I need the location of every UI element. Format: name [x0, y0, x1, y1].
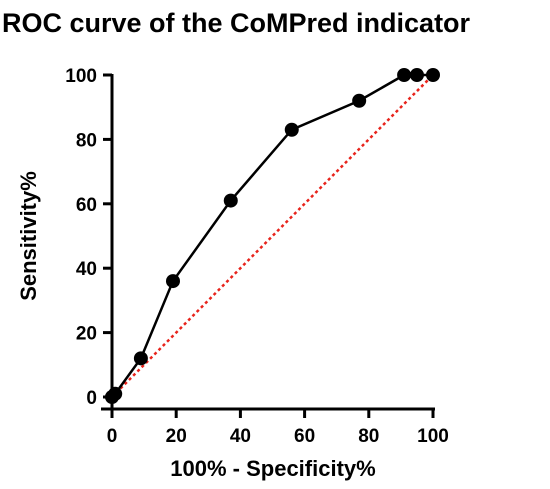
x-tick-label: 20 [166, 426, 187, 447]
x-tick-label: 0 [107, 426, 118, 447]
reference-diagonal-line [111, 74, 434, 398]
roc-data-point [133, 351, 148, 366]
roc-data-point [284, 122, 299, 137]
roc-data-point [108, 386, 123, 401]
roc-data-point [352, 93, 367, 108]
y-tick-label: 100 [65, 66, 97, 87]
roc-data-point [397, 68, 412, 82]
y-tick-label: 0 [86, 388, 97, 409]
roc-data-point [223, 193, 238, 208]
y-tick-label: 40 [76, 259, 97, 280]
x-axis-label: 100% - Specificity% [170, 456, 375, 481]
x-tick-label: 40 [230, 426, 251, 447]
x-tick-label: 60 [294, 426, 315, 447]
y-tick-label: 60 [76, 195, 97, 216]
x-tick-label: 80 [358, 426, 379, 447]
chart-title: ROC curve of the CoMPred indicator [2, 8, 471, 38]
y-tick-label: 80 [76, 130, 97, 151]
y-axis-label: Sensitivity% [16, 171, 41, 301]
y-tick-label: 20 [76, 324, 97, 345]
roc-data-point [409, 68, 424, 82]
roc-data-point [426, 68, 440, 82]
x-tick-label: 100 [417, 426, 449, 447]
roc-data-point [165, 274, 180, 289]
